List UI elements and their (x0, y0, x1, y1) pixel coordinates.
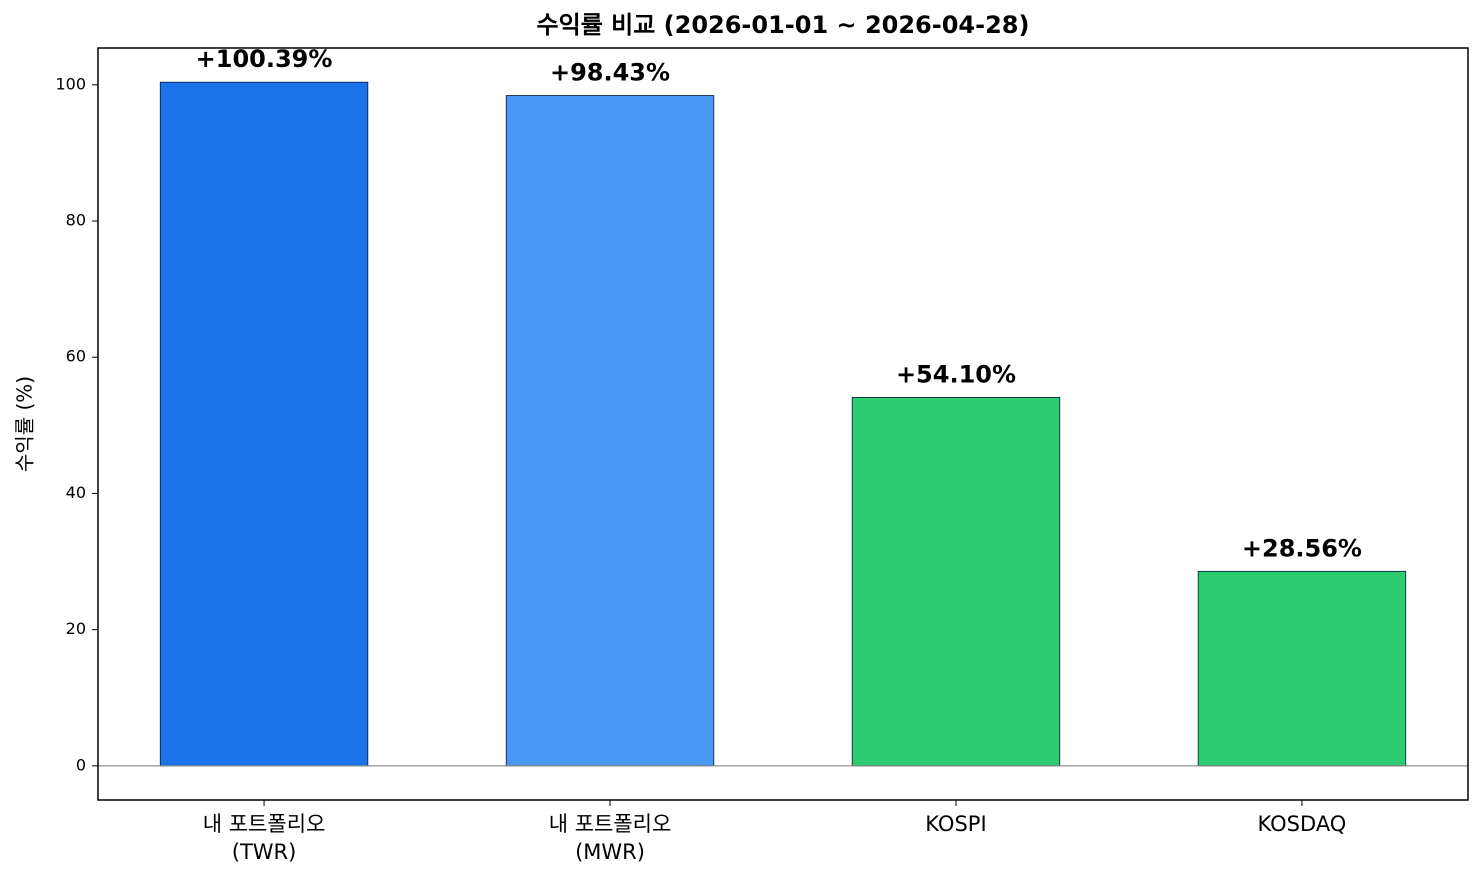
chart-title: 수익률 비교 (2026-01-01 ~ 2026-04-28) (537, 11, 1030, 39)
bar (1197, 570, 1407, 767)
x-tick-label: 내 포트폴리오 (TWR) (202, 812, 326, 864)
y-axis-label: 수익률 (%) (13, 376, 37, 472)
value-label: +100.39% (196, 45, 333, 73)
x-tick-label: KOSDAQ (1257, 812, 1347, 836)
value-label: +98.43% (550, 59, 670, 87)
x-tick-label: KOSPI (925, 812, 987, 836)
bar (159, 81, 369, 767)
y-tick-label: 100 (55, 74, 86, 93)
plot-frame (97, 47, 1469, 801)
y-tick-label: 60 (66, 347, 86, 366)
x-tick-label: 내 포트폴리오 (MWR) (548, 812, 672, 864)
y-tick-label: 40 (66, 483, 86, 502)
y-tick-label: 0 (76, 755, 86, 774)
bar (505, 95, 715, 767)
value-label: +28.56% (1242, 534, 1362, 562)
value-label: +54.10% (896, 360, 1016, 388)
y-tick-label: 80 (66, 211, 86, 230)
y-tick-label: 20 (66, 619, 86, 638)
bar (851, 397, 1061, 767)
